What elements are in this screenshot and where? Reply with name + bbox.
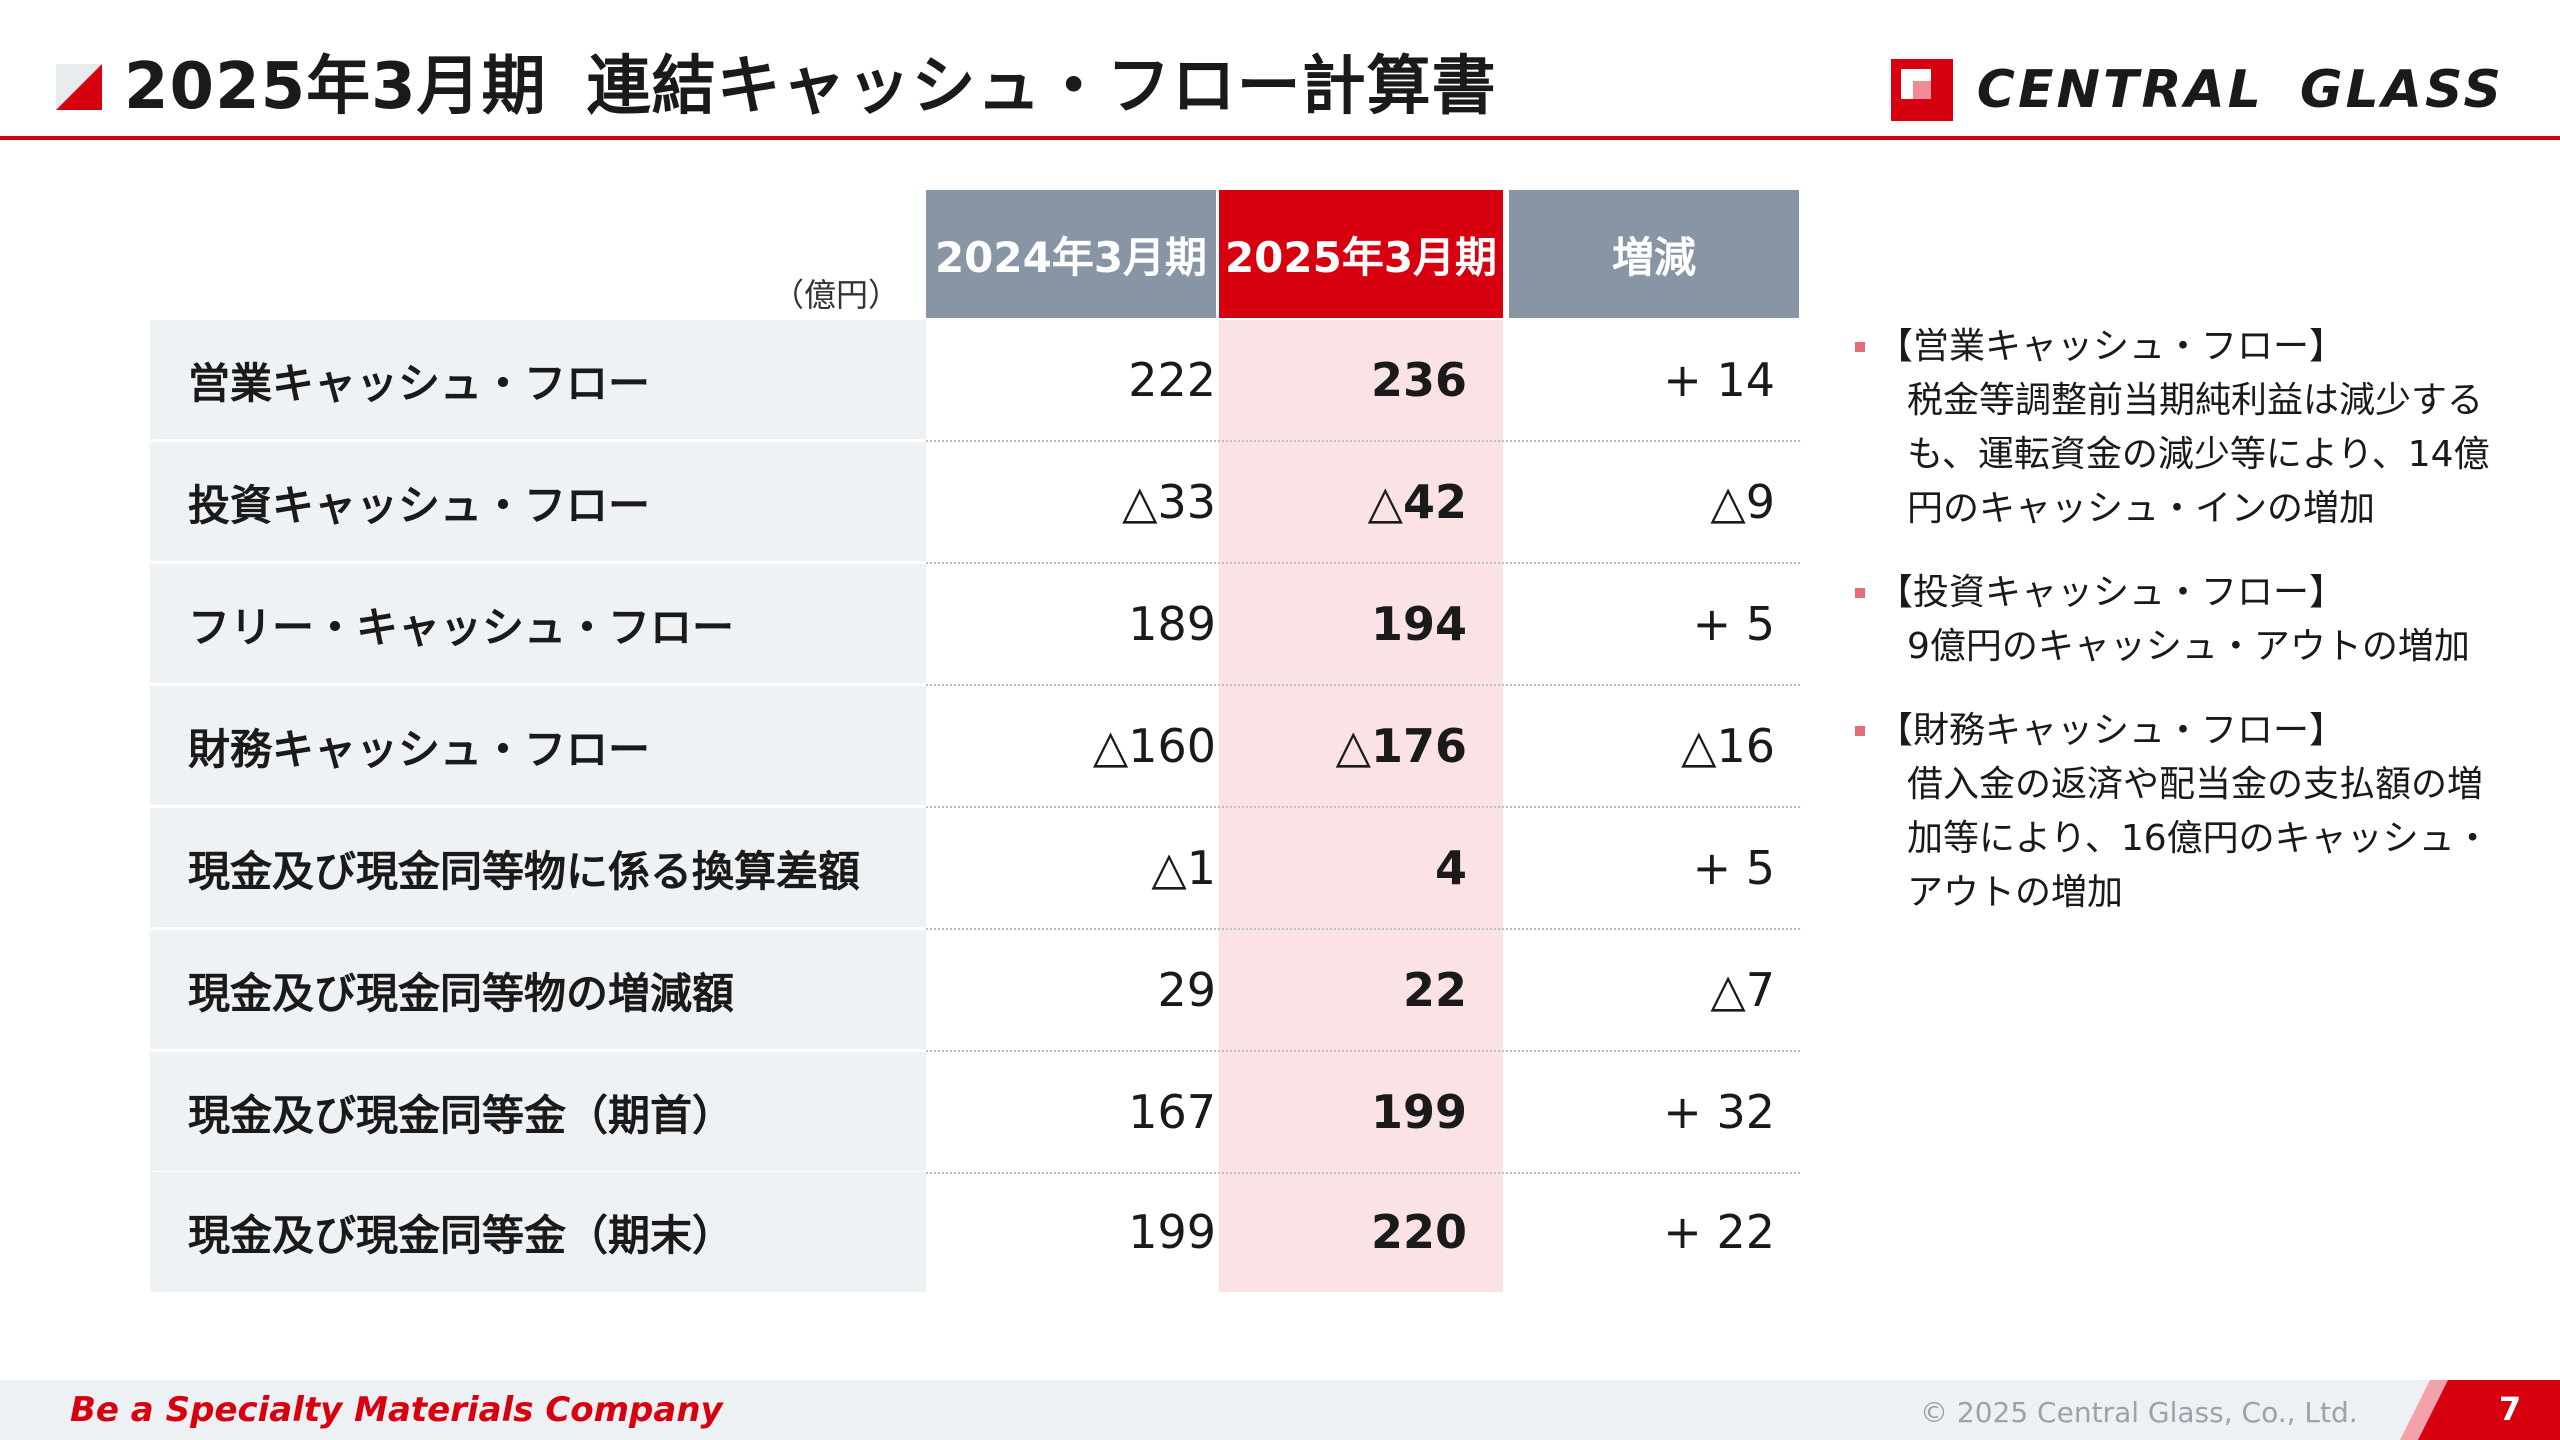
bullet-icon bbox=[1855, 342, 1865, 352]
cell-fy2024: △33 bbox=[1122, 475, 1216, 529]
title-mark-icon bbox=[56, 64, 102, 110]
cell-fy2025: 22 bbox=[1402, 963, 1467, 1017]
title-period: 2025年3月期 bbox=[124, 50, 547, 124]
row-label: 現金及び現金同等物の増減額 bbox=[150, 930, 926, 1050]
row-divider bbox=[926, 928, 1800, 930]
commentary-notes: 【営業キャッシュ・フロー】 税金等調整前当期純利益は減少するも、運転資金の減少等… bbox=[1855, 320, 2515, 950]
page-title: 2025年3月期 連結キャッシュ・フロー計算書 bbox=[124, 42, 1497, 132]
row-label: 現金及び現金同等金（期末） bbox=[150, 1172, 926, 1292]
title-main: 連結キャッシュ・フロー計算書 bbox=[586, 50, 1497, 124]
cell-change: △16 bbox=[1681, 719, 1775, 773]
table-row: 現金及び現金同等金（期首） 167 199 + 32 bbox=[150, 1052, 1800, 1175]
cell-change: + 32 bbox=[1663, 1085, 1775, 1139]
cell-change: + 14 bbox=[1663, 353, 1775, 407]
note-body: 税金等調整前当期純利益は減少するも、運転資金の減少等により、14億円のキャッシュ… bbox=[1907, 380, 2490, 529]
note-body: 借入金の返済や配当金の支払額の増加等により、16億円のキャッシュ・アウトの増加 bbox=[1907, 764, 2491, 913]
note-body: 9億円のキャッシュ・アウトの増加 bbox=[1907, 626, 2470, 667]
note-heading: 【営業キャッシュ・フロー】 bbox=[1877, 326, 2346, 367]
cell-fy2025: 199 bbox=[1370, 1085, 1467, 1139]
row-label: 投資キャッシュ・フロー bbox=[150, 442, 926, 562]
note-financing: 【財務キャッシュ・フロー】 借入金の返済や配当金の支払額の増加等により、16億円… bbox=[1855, 704, 2515, 920]
logo-word-glass: GLASS bbox=[2299, 60, 2504, 120]
header-rule bbox=[0, 136, 2560, 140]
column-header-fy2024: 2024年3月期 bbox=[926, 190, 1216, 318]
table-row: 投資キャッシュ・フロー △33 △42 △9 bbox=[150, 442, 1800, 565]
column-header-change: 増減 bbox=[1509, 190, 1799, 318]
row-divider bbox=[926, 1050, 1800, 1052]
cell-fy2024: 199 bbox=[1128, 1205, 1216, 1259]
cell-fy2024: 29 bbox=[1157, 963, 1216, 1017]
cell-change: + 22 bbox=[1663, 1205, 1775, 1259]
table-row: 現金及び現金同等物に係る換算差額 △1 4 + 5 bbox=[150, 808, 1800, 931]
cell-fy2025: 236 bbox=[1370, 353, 1467, 407]
row-label: 財務キャッシュ・フロー bbox=[150, 686, 926, 806]
cell-fy2025: 4 bbox=[1434, 841, 1467, 895]
row-divider bbox=[926, 1172, 1800, 1174]
cell-change: △7 bbox=[1710, 963, 1775, 1017]
row-label: 営業キャッシュ・フロー bbox=[150, 320, 926, 440]
cell-fy2025: △176 bbox=[1335, 719, 1467, 773]
unit-label: （億円） bbox=[771, 276, 900, 314]
table-row: 営業キャッシュ・フロー 222 236 + 14 bbox=[150, 320, 1800, 443]
table-row: 財務キャッシュ・フロー △160 △176 △16 bbox=[150, 686, 1800, 809]
cell-change: △9 bbox=[1710, 475, 1775, 529]
cell-fy2024: △160 bbox=[1092, 719, 1216, 773]
row-label: 現金及び現金同等物に係る換算差額 bbox=[150, 808, 926, 928]
cell-fy2025: 220 bbox=[1370, 1205, 1467, 1259]
bullet-icon bbox=[1855, 726, 1865, 736]
logo-mark-icon bbox=[1890, 59, 1953, 121]
logo-word-central: CENTRAL bbox=[1976, 60, 2264, 120]
cell-change: + 5 bbox=[1692, 841, 1775, 895]
page-number-tab bbox=[2400, 1380, 2560, 1440]
cell-fy2024: 222 bbox=[1128, 353, 1216, 407]
footer-copyright: © 2025 Central Glass, Co., Ltd. bbox=[1920, 1396, 2358, 1429]
note-heading: 【財務キャッシュ・フロー】 bbox=[1877, 710, 2346, 751]
row-label: フリー・キャッシュ・フロー bbox=[150, 564, 926, 684]
row-divider bbox=[926, 684, 1800, 686]
cell-fy2025: 194 bbox=[1370, 597, 1467, 651]
page-number: 7 bbox=[2498, 1390, 2522, 1428]
cell-fy2024: △1 bbox=[1151, 841, 1216, 895]
note-operating: 【営業キャッシュ・フロー】 税金等調整前当期純利益は減少するも、運転資金の減少等… bbox=[1855, 320, 2515, 536]
footer-bar bbox=[0, 1380, 2560, 1440]
footer-tagline: Be a Specialty Materials Company bbox=[70, 1390, 723, 1430]
note-heading: 【投資キャッシュ・フロー】 bbox=[1877, 572, 2346, 613]
row-divider bbox=[926, 806, 1800, 808]
company-logo: CENTRAL GLASS bbox=[1890, 50, 2504, 130]
row-divider bbox=[926, 440, 1800, 442]
bullet-icon bbox=[1855, 588, 1865, 598]
cell-fy2025: △42 bbox=[1367, 475, 1467, 529]
table-row: 現金及び現金同等物の増減額 29 22 △7 bbox=[150, 930, 1800, 1053]
cell-fy2024: 189 bbox=[1128, 597, 1216, 651]
table-row: 現金及び現金同等金（期末） 199 220 + 22 bbox=[150, 1172, 1800, 1292]
cell-change: + 5 bbox=[1692, 597, 1775, 651]
cell-fy2024: 167 bbox=[1128, 1085, 1216, 1139]
table-row: フリー・キャッシュ・フロー 189 194 + 5 bbox=[150, 564, 1800, 687]
row-divider bbox=[926, 562, 1800, 564]
note-investing: 【投資キャッシュ・フロー】 9億円のキャッシュ・アウトの増加 bbox=[1855, 566, 2515, 674]
column-header-fy2025: 2025年3月期 bbox=[1219, 190, 1503, 318]
row-label: 現金及び現金同等金（期首） bbox=[150, 1052, 926, 1172]
